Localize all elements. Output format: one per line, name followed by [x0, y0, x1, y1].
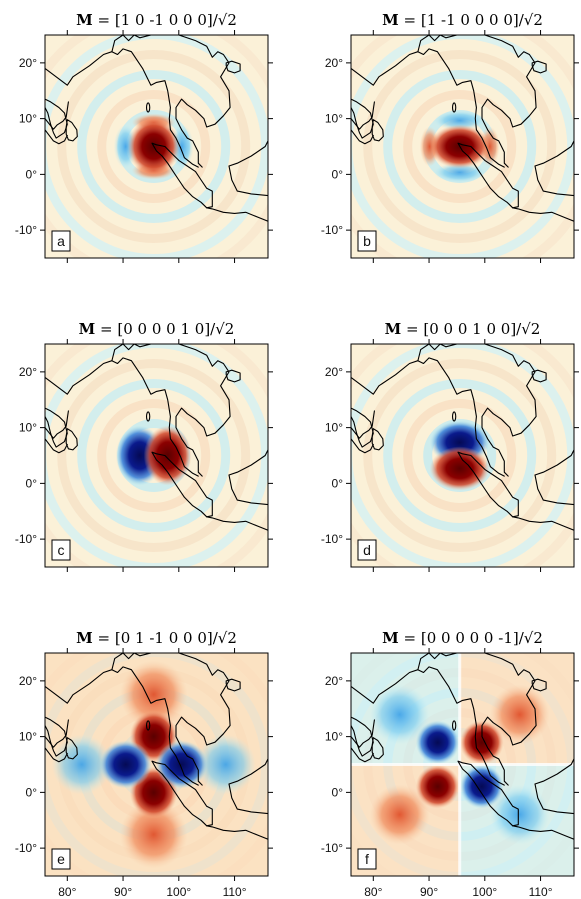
island-mark: [451, 720, 457, 731]
panel-frame: [350, 652, 575, 877]
map-panel-c: c M = [0 0 0 0 1 0]/√2 20° 10° 0° -10°: [15, 320, 273, 572]
panel-title: M = [0 0 0 0 0 -1]/√2: [382, 629, 543, 647]
panel-title: M = [0 1 -1 0 0 0]/√2: [76, 629, 237, 647]
panel-frame: [44, 34, 269, 259]
lon-tick-label: 100°: [166, 885, 191, 899]
island-mark: [145, 720, 151, 731]
coastlines: [351, 35, 574, 222]
lon-tick-label: 80°: [364, 885, 382, 899]
panel-label-text: f: [365, 851, 369, 867]
lon-tick-label: 110°: [223, 885, 247, 899]
coastlines: [45, 344, 268, 531]
lat-tick-label: -10°: [15, 841, 37, 855]
panel-frame: [44, 343, 269, 568]
lat-tick-label: 0°: [332, 476, 344, 490]
lon-tick-label: 110°: [529, 885, 553, 899]
map-panel-e: e M = [0 1 -1 0 0 0]/√2 20° 10° 0° -10° 80° 90°…: [15, 629, 273, 899]
lat-tick-label: 10°: [19, 421, 37, 435]
island-mark: [145, 411, 151, 422]
lon-tick-label: 90°: [420, 885, 438, 899]
lat-tick-label: 0°: [332, 785, 344, 799]
lat-tick-label: -10°: [15, 532, 37, 546]
island-mark: [451, 411, 457, 422]
panel-label-text: e: [57, 851, 65, 867]
lat-tick-label: 20°: [325, 674, 343, 688]
lat-tick-label: 10°: [19, 730, 37, 744]
panel-title: M = [0 0 0 0 1 0]/√2: [79, 320, 235, 338]
map-panel-a: a M = [1 0 -1 0 0 0]/√2 20° 10° 0° -10°: [15, 11, 273, 263]
panel-title: M = [1 0 -1 0 0 0]/√2: [76, 11, 237, 29]
panel-label-text: b: [363, 233, 371, 249]
panel-title: M = [1 -1 0 0 0 0]/√2: [382, 11, 543, 29]
coastlines: [351, 344, 574, 531]
lat-tick-label: -10°: [321, 532, 343, 546]
lon-tick-label: 80°: [58, 885, 76, 899]
panel-label: a: [51, 230, 71, 252]
lat-tick-label: 0°: [26, 167, 38, 181]
lat-tick-label: -10°: [15, 223, 37, 237]
lat-tick-label: 20°: [19, 674, 37, 688]
panel-label: e: [51, 848, 71, 870]
lat-tick-label: 10°: [325, 421, 343, 435]
panel-frame: [350, 34, 575, 259]
panel-label: c: [51, 539, 71, 561]
panel-label: d: [357, 539, 377, 561]
lat-tick-label: 20°: [19, 365, 37, 379]
source-pattern-dipole_ns: [429, 420, 490, 491]
panel-label: f: [357, 848, 377, 870]
lat-tick-label: 0°: [332, 167, 344, 181]
panel-title: M = [0 0 0 1 0 0]/√2: [385, 320, 541, 338]
panel-frame: [44, 652, 269, 877]
coastlines: [45, 35, 268, 222]
lat-tick-label: 20°: [19, 56, 37, 70]
island-mark: [145, 102, 151, 113]
lat-tick-label: 0°: [26, 785, 38, 799]
panel-label: b: [357, 230, 377, 252]
coastlines: [351, 653, 574, 840]
lat-tick-label: -10°: [321, 841, 343, 855]
source-pattern-quad_diag: [351, 653, 574, 876]
panel-label-text: d: [363, 542, 371, 558]
lat-tick-label: 10°: [325, 730, 343, 744]
lat-tick-label: 10°: [325, 112, 343, 126]
panel-frame: [350, 343, 575, 568]
panel-label-text: a: [57, 233, 65, 249]
map-panel-f: f M = [0 0 0 0 0 -1]/√2 20° 10° 0° -10° 80° 90°…: [321, 629, 579, 899]
lat-tick-label: -10°: [321, 223, 343, 237]
map-panel-d: d M = [0 0 0 1 0 0]/√2 20° 10° 0° -10°: [321, 320, 579, 572]
lat-tick-label: 0°: [26, 476, 38, 490]
panel-label-text: c: [58, 542, 65, 558]
island-mark: [451, 102, 457, 113]
lon-tick-label: 90°: [114, 885, 132, 899]
lon-tick-label: 100°: [472, 885, 497, 899]
lat-tick-label: 10°: [19, 112, 37, 126]
lat-tick-label: 20°: [325, 56, 343, 70]
map-panel-b: b M = [1 -1 0 0 0 0]/√2 20° 10° 0° -10°: [321, 11, 579, 263]
coastlines: [45, 653, 268, 840]
source-pattern-quad_cross: [45, 653, 268, 876]
lat-tick-label: 20°: [325, 365, 343, 379]
